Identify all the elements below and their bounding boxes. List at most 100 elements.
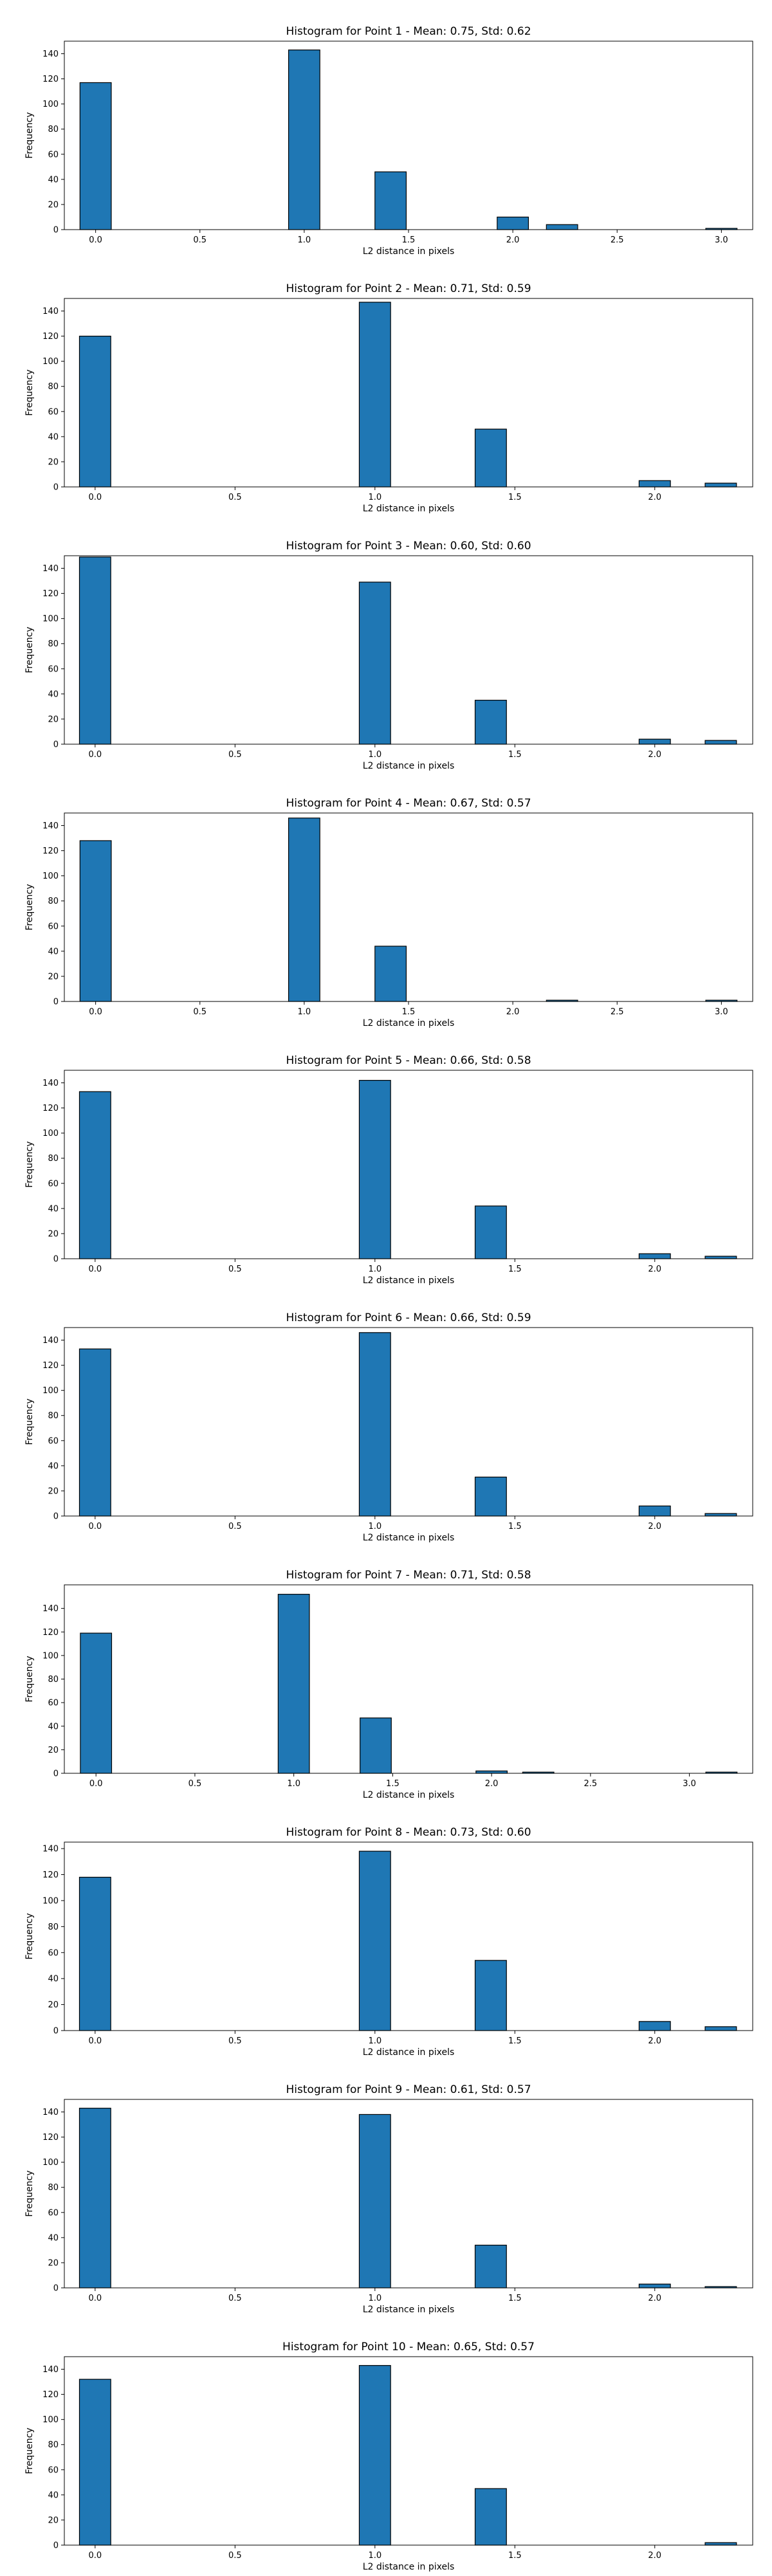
chart-title: Histogram for Point 6 - Mean: 0.66, Std:…	[286, 1311, 531, 1324]
histogram-bar	[78, 2379, 111, 2546]
x-axis-label: L2 distance in pixels	[363, 246, 455, 257]
histogram-bar	[78, 556, 111, 745]
y-tick-label: 60	[48, 2465, 59, 2475]
y-tick-label: 80	[48, 2440, 59, 2450]
x-tick-label: 0.0	[89, 750, 102, 760]
chart-title: Histogram for Point 4 - Mean: 0.67, Std:…	[286, 797, 531, 810]
y-tick-label: 100	[42, 1129, 59, 1138]
histogram-bar	[638, 1505, 671, 1517]
histogram-bar	[78, 2108, 111, 2288]
y-tick-label: 120	[42, 1361, 59, 1371]
y-tick-label: 120	[42, 2390, 59, 2400]
x-tick-label: 1.5	[402, 1007, 416, 1017]
x-tick-label: 0.0	[89, 235, 102, 245]
axes-frame	[64, 298, 753, 488]
histogram-panel-8: Histogram for Point 8 - Mean: 0.73, Std:…	[24, 1826, 753, 2058]
histogram-bar	[474, 1205, 507, 1259]
histogram-bar	[475, 1770, 508, 1774]
x-tick-label: 0.0	[89, 1007, 102, 1017]
x-axis-label: L2 distance in pixels	[363, 2047, 455, 2058]
x-tick-label: 1.0	[368, 2036, 381, 2046]
y-tick-label: 40	[48, 1461, 59, 1471]
histogram-bar	[358, 1080, 391, 1259]
x-tick-label: 2.5	[611, 235, 624, 245]
histogram-bar	[704, 1256, 737, 1259]
histogram-bar	[704, 2542, 737, 2546]
y-axis-label: Frequency	[24, 626, 35, 673]
histogram-bar	[638, 2021, 671, 2031]
x-tick-label: 0.0	[89, 2294, 102, 2303]
y-tick-label: 120	[42, 1870, 59, 1880]
x-tick-label: 0.5	[228, 493, 242, 502]
histogram-bar	[79, 840, 112, 1002]
y-tick-label: 120	[42, 846, 59, 856]
y-tick-label: 100	[42, 872, 59, 881]
histogram-bar	[704, 740, 737, 745]
y-axis-label: Frequency	[24, 884, 35, 930]
y-tick-label: 0	[53, 2027, 59, 2036]
y-tick-label: 80	[48, 1923, 59, 1932]
y-tick-label: 80	[48, 897, 59, 906]
y-tick-label: 100	[42, 1651, 59, 1661]
x-tick-label: 0.5	[228, 2294, 242, 2303]
y-tick-label: 0	[53, 1255, 59, 1265]
y-tick-label: 60	[48, 1948, 59, 1958]
x-axis-label: L2 distance in pixels	[363, 504, 455, 514]
y-axis-label: Frequency	[24, 112, 35, 158]
histogram-bar	[80, 1632, 113, 1774]
histogram-bar	[374, 945, 407, 1002]
histogram-bar	[474, 428, 507, 488]
x-tick-label: 1.0	[368, 750, 381, 760]
x-axis-label: L2 distance in pixels	[363, 1533, 455, 1543]
y-axis-label: Frequency	[24, 369, 35, 416]
histogram-bar	[474, 700, 507, 745]
histogram-panel-6: Histogram for Point 6 - Mean: 0.66, Std:…	[24, 1311, 753, 1543]
histogram-bar	[474, 1476, 507, 1517]
histogram-panel-7: Histogram for Point 7 - Mean: 0.71, Std:…	[24, 1569, 753, 1800]
histogram-panel-9: Histogram for Point 9 - Mean: 0.61, Std:…	[24, 2083, 753, 2315]
x-tick-label: 0.5	[188, 1779, 202, 1789]
histogram-bar	[638, 2283, 671, 2288]
histogram-panel-3: Histogram for Point 3 - Mean: 0.60, Std:…	[24, 540, 753, 771]
y-tick-label: 60	[48, 150, 59, 160]
x-tick-label: 1.0	[368, 2551, 381, 2561]
axes-frame	[64, 555, 753, 745]
histogram-bar	[288, 818, 320, 1002]
y-tick-label: 60	[48, 2208, 59, 2218]
y-tick-label: 80	[48, 1411, 59, 1421]
x-tick-label: 1.0	[368, 1522, 381, 1531]
x-tick-label: 3.0	[715, 235, 728, 245]
y-tick-label: 40	[48, 2233, 59, 2243]
x-tick-label: 0.5	[228, 750, 242, 760]
y-tick-label: 20	[48, 1486, 59, 1496]
histogram-panel-4: Histogram for Point 4 - Mean: 0.67, Std:…	[24, 797, 753, 1028]
y-axis-label: Frequency	[24, 2170, 35, 2216]
y-axis-label: Frequency	[24, 1656, 35, 1702]
x-tick-label: 2.0	[648, 493, 661, 502]
axes-frame	[64, 812, 753, 1002]
y-tick-label: 20	[48, 2000, 59, 2010]
axes-frame	[64, 1070, 753, 1259]
chart-title: Histogram for Point 5 - Mean: 0.66, Std:…	[286, 1054, 531, 1067]
x-axis-label: L2 distance in pixels	[363, 1790, 455, 1800]
x-tick-label: 1.0	[368, 2294, 381, 2303]
y-tick-label: 120	[42, 1628, 59, 1638]
x-tick-label: 0.0	[89, 2551, 102, 2561]
y-tick-label: 60	[48, 922, 59, 931]
x-tick-label: 1.5	[508, 2036, 522, 2046]
y-tick-label: 140	[42, 2108, 59, 2117]
y-tick-label: 140	[42, 1604, 59, 1614]
histogram-bar	[288, 50, 320, 230]
y-tick-label: 140	[42, 1336, 59, 1346]
x-tick-label: 0.0	[89, 1779, 103, 1789]
x-tick-label: 0.0	[89, 2036, 102, 2046]
x-axis-label: L2 distance in pixels	[363, 2562, 455, 2572]
y-axis-label: Frequency	[24, 1398, 35, 1445]
y-tick-label: 0	[53, 226, 59, 235]
histogram-bar	[358, 2114, 391, 2288]
x-axis-label: L2 distance in pixels	[363, 1275, 455, 1286]
histogram-bar	[358, 581, 391, 745]
y-tick-label: 40	[48, 175, 59, 185]
histogram-bar	[638, 480, 671, 488]
x-tick-label: 2.0	[485, 1779, 499, 1789]
